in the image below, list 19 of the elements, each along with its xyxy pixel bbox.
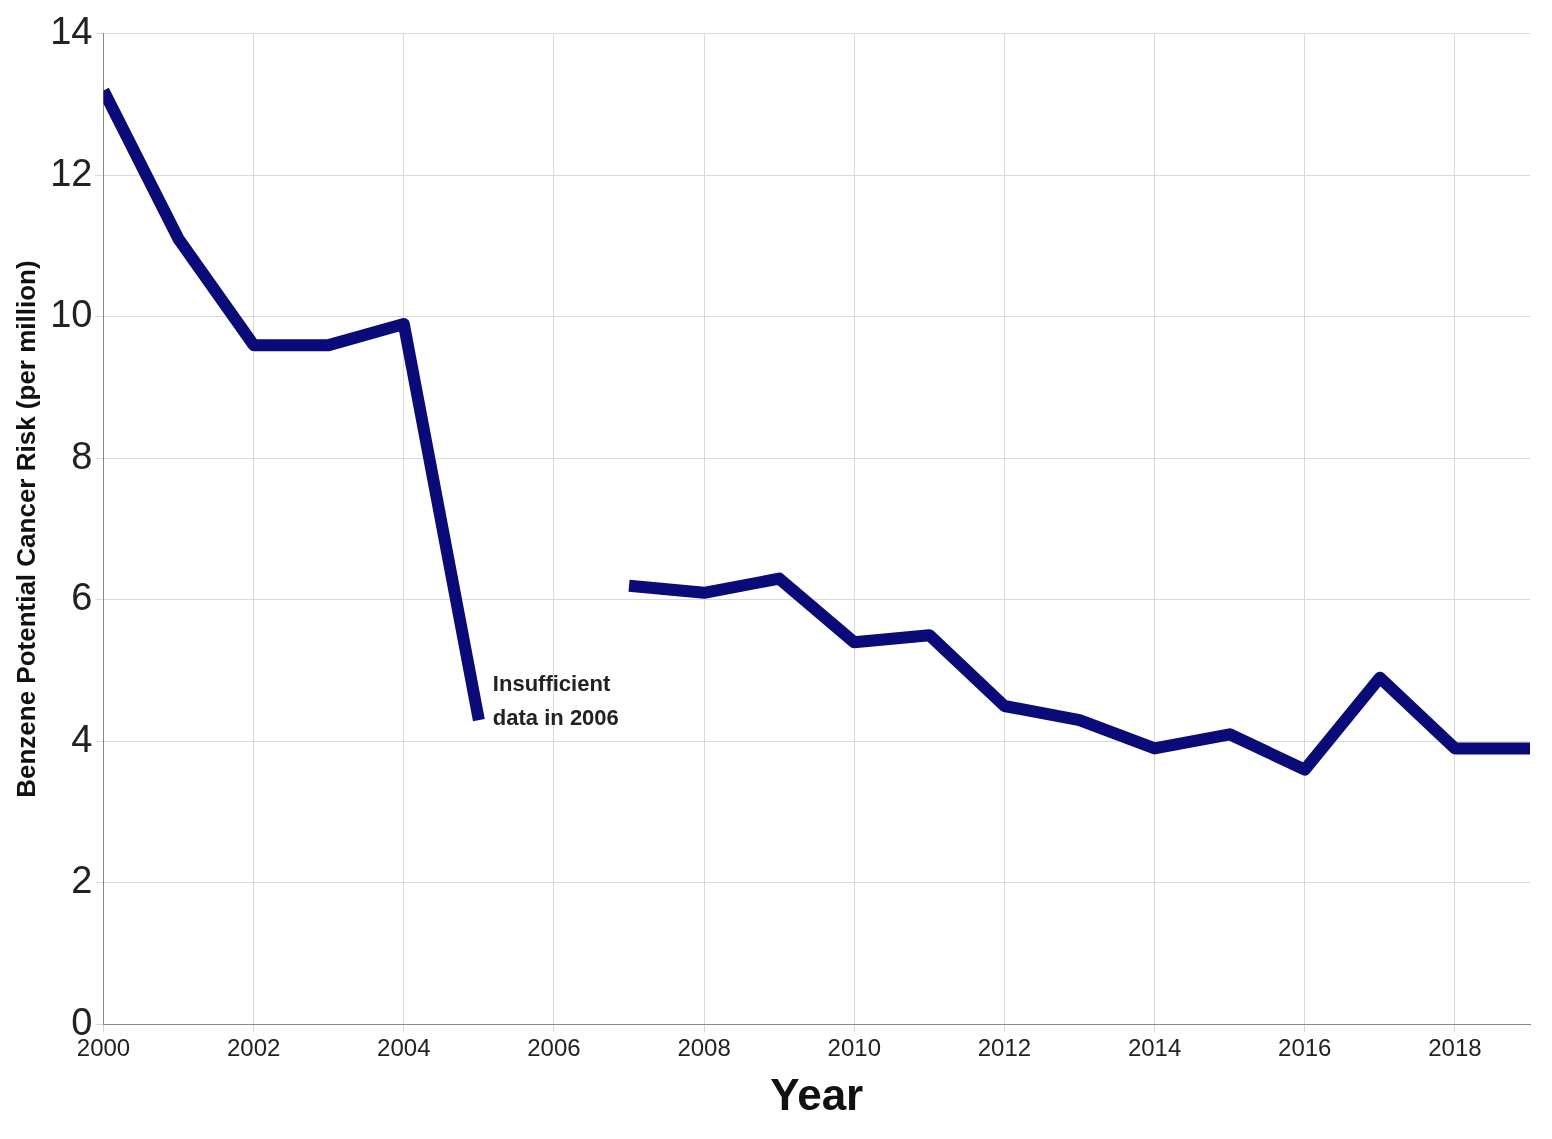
x-tick-label: 2010	[827, 1034, 881, 1062]
x-tick-label: 2014	[1127, 1034, 1182, 1062]
y-tick-label: 4	[71, 717, 93, 760]
x-axis-title: Year	[770, 1069, 864, 1119]
y-tick-label: 14	[50, 10, 93, 53]
y-tick-label: 12	[50, 151, 93, 194]
y-axis-title: Benzene Potential Cancer Risk (per million)	[10, 260, 41, 798]
y-tick-label: 2	[71, 859, 93, 902]
x-tick-label: 2012	[977, 1034, 1032, 1062]
x-tick-label: 2006	[527, 1034, 581, 1062]
annotation: Insufficient data in 2006	[492, 671, 619, 731]
x-tick-label: 2016	[1278, 1034, 1332, 1062]
y-tick-label: 8	[71, 434, 93, 477]
x-tick-label: 2018	[1428, 1034, 1482, 1062]
x-tick-label: 2004	[377, 1034, 431, 1062]
y-tick-label: 10	[50, 293, 93, 336]
x-tick-label: 2008	[677, 1034, 731, 1062]
x-tick-label: 2002	[226, 1034, 281, 1062]
y-tick-label: 6	[71, 576, 93, 619]
